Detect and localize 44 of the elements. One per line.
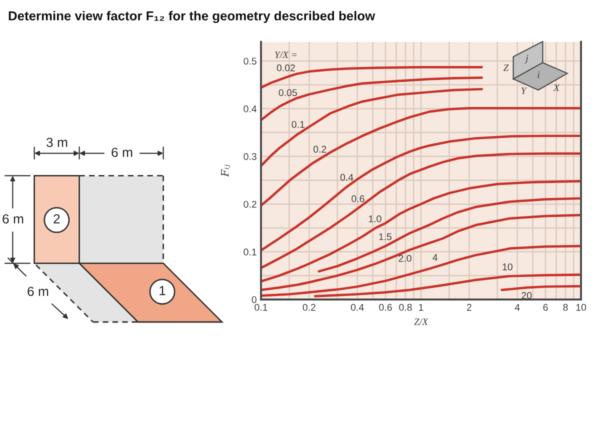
x-tick-label: 4	[514, 304, 520, 311]
text: 6 m	[28, 286, 48, 296]
x-axis-title: Z/X	[414, 318, 428, 326]
annotation: Y	[521, 87, 528, 94]
y-tick-label: 0.1	[244, 248, 256, 256]
legend-title: Y/X =	[274, 52, 297, 58]
series-label: 2.0	[398, 254, 412, 262]
y-tick-label: 0.2	[244, 200, 256, 208]
x-tick-label: 0.2	[302, 304, 316, 311]
chart-title: Determine view factor F₁₂ for the geometry described below	[8, 10, 376, 24]
annotation: i	[538, 71, 540, 78]
series-label: 1.5	[379, 233, 392, 240]
series-label: 0.1	[292, 120, 304, 128]
series-label: 20	[522, 292, 532, 299]
text: 6 m	[112, 148, 132, 158]
series-label: 0.4	[340, 174, 354, 181]
annotation: Z	[503, 64, 509, 71]
text: 2	[54, 214, 60, 224]
x-tick-label: 1	[419, 304, 424, 311]
series-label: 10	[502, 263, 512, 270]
y-tick-label: 0.5	[244, 58, 256, 65]
x-tick-label: 0.6	[379, 304, 392, 311]
x-tick-label: 0.8	[399, 304, 412, 311]
x-tick-label: 6	[543, 304, 548, 311]
text: 3 m	[46, 138, 68, 148]
x-tick-label: 8	[563, 304, 568, 311]
text: 6 m	[2, 214, 24, 224]
x-tick-label: 2	[466, 304, 472, 311]
series-label: 0.2	[314, 146, 326, 153]
x-tick-label: 0.4	[350, 304, 364, 311]
series-label: 0.02	[276, 64, 295, 72]
text: 1	[160, 286, 166, 296]
series-label: 4	[432, 254, 438, 261]
series-label: 0.05	[278, 89, 297, 96]
y-axis-title: Fᵢⱼ	[221, 164, 230, 177]
annotation: X	[553, 84, 560, 91]
y-tick-label: 0.4	[244, 105, 257, 112]
series-label: 0.6	[352, 195, 364, 202]
series-label: 1.0	[368, 215, 382, 222]
y-tick-label: 0	[252, 296, 256, 304]
x-tick-label: 10	[576, 304, 586, 311]
y-tick-label: 0.3	[244, 153, 256, 160]
x-tick-label: 0.1	[254, 304, 268, 311]
annotation: j	[524, 54, 528, 64]
